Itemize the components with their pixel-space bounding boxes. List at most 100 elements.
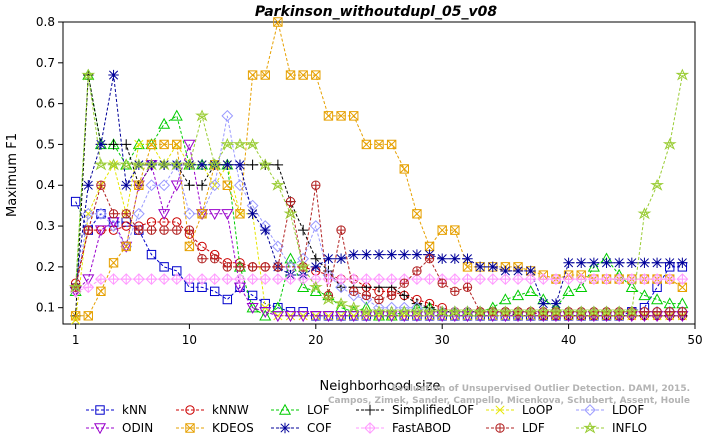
data-point <box>322 273 335 286</box>
series-line-loop <box>75 143 683 320</box>
data-point <box>95 273 107 286</box>
data-point <box>82 274 95 286</box>
data-point <box>134 180 144 190</box>
data-point <box>372 311 386 323</box>
data-point <box>283 207 298 220</box>
data-point <box>588 257 600 268</box>
axis-ticks: 1 10 20 30 40 50 0.1 0.2 0.3 0.4 0.5 0.6 0.7 0.8 <box>36 15 703 347</box>
data-point <box>360 273 373 286</box>
data-point <box>612 305 627 318</box>
legend-marker <box>278 403 292 415</box>
data-point <box>677 307 688 317</box>
data-point <box>437 253 448 264</box>
data-point <box>323 311 333 321</box>
legend-item-simplifiedlof: SimplifiedLOF <box>356 403 474 417</box>
data-point <box>399 249 410 260</box>
legend-item-kdeos: KDEOS <box>176 421 254 434</box>
legend-item-fastabod: FastABOD <box>356 421 451 434</box>
data-point <box>335 253 347 264</box>
data-point <box>487 261 498 273</box>
data-point <box>132 207 145 220</box>
data-point <box>651 293 664 305</box>
data-point <box>576 257 587 268</box>
data-point <box>159 225 169 235</box>
data-point <box>524 285 537 297</box>
data-point <box>662 138 677 150</box>
data-point <box>158 209 171 221</box>
data-point <box>323 111 334 121</box>
data-point <box>373 273 385 286</box>
legend-marker <box>364 404 376 416</box>
data-point <box>172 139 182 150</box>
data-point <box>359 305 374 318</box>
data-point <box>675 68 690 81</box>
data-point <box>298 311 308 321</box>
data-point <box>273 17 283 27</box>
data-point <box>196 273 208 286</box>
data-point <box>158 179 171 192</box>
data-point <box>271 273 284 286</box>
data-point <box>462 253 473 264</box>
data-point <box>169 158 184 171</box>
data-point <box>298 70 308 80</box>
data-point <box>285 70 296 80</box>
data-point <box>437 225 447 235</box>
legend-item-knn: kNN <box>86 403 147 417</box>
data-point <box>575 273 588 286</box>
data-point <box>94 225 107 237</box>
legend-marker <box>185 423 195 433</box>
data-point <box>536 305 551 318</box>
legend-label: LoOP <box>522 403 553 417</box>
data-point <box>146 225 157 235</box>
data-point <box>83 225 93 235</box>
data-point <box>197 241 207 252</box>
legend-label: SimplifiedLOF <box>392 403 474 417</box>
data-point <box>221 109 234 122</box>
data-point <box>196 180 208 191</box>
data-point <box>195 109 209 122</box>
data-point <box>95 207 107 220</box>
data-point <box>537 273 550 286</box>
y-tick-label: 0.8 <box>36 15 55 29</box>
data-point <box>247 208 258 220</box>
data-point <box>311 180 321 190</box>
data-point <box>221 273 234 286</box>
data-point <box>384 305 399 318</box>
data-point <box>347 311 360 323</box>
data-point <box>436 311 449 323</box>
data-point <box>309 220 322 232</box>
legend-label: INFLO <box>612 421 647 434</box>
legend-item-knnw: kNNW <box>176 403 249 417</box>
legend-item-cof: COF <box>271 421 332 434</box>
data-point <box>664 257 675 268</box>
data-point <box>96 286 106 297</box>
legend-item-ldf: LDF <box>486 421 545 434</box>
data-point <box>131 158 146 171</box>
legend-label: COF <box>307 421 332 434</box>
data-point <box>511 305 525 318</box>
data-point <box>639 307 650 317</box>
data-point <box>322 311 335 323</box>
data-point <box>574 305 589 318</box>
data-point <box>613 273 626 286</box>
data-point <box>386 249 397 260</box>
legend-marker <box>185 405 195 415</box>
data-point <box>259 309 272 321</box>
data-point <box>197 254 207 264</box>
data-point <box>336 225 346 235</box>
data-point <box>422 305 437 318</box>
data-point <box>171 159 182 171</box>
data-point <box>500 265 511 277</box>
data-point <box>107 273 120 286</box>
data-point <box>233 138 247 150</box>
data-point <box>550 273 562 286</box>
data-point <box>70 196 81 207</box>
data-point <box>424 241 435 252</box>
data-point <box>159 262 169 272</box>
data-point <box>562 285 575 297</box>
legend-marker <box>93 423 107 434</box>
data-point <box>145 273 158 286</box>
data-point <box>83 311 93 321</box>
data-point <box>93 158 108 171</box>
data-point <box>437 278 447 288</box>
